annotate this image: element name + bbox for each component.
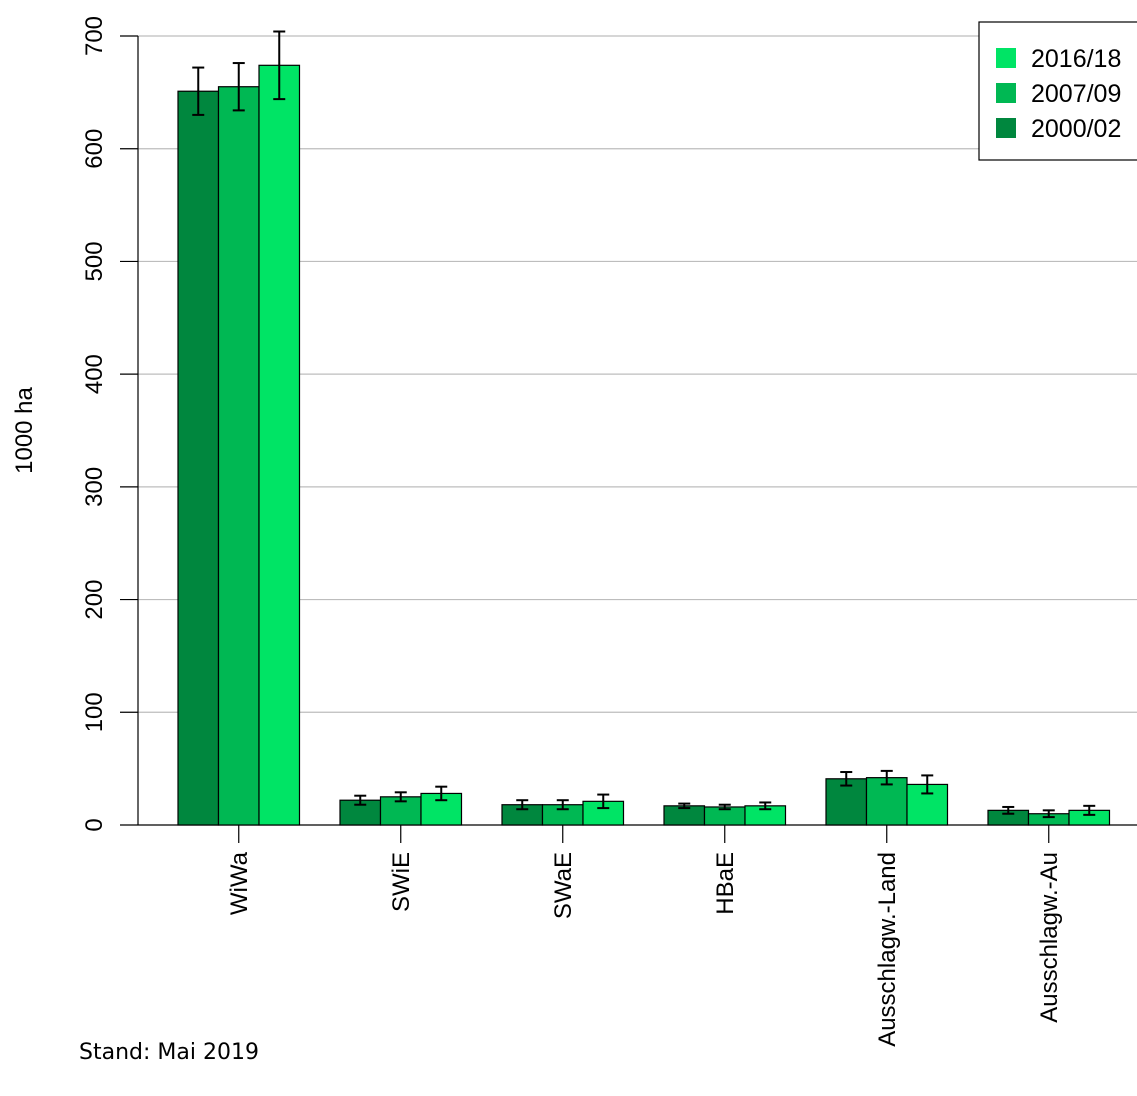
x-tick-label-Ausschlagw.-Land: Ausschlagw.-Land [874, 852, 901, 1047]
x-tick-label-WiWa: WiWa [226, 851, 253, 915]
y-tick-label-500: 500 [81, 241, 108, 281]
y-tick-label-600: 600 [81, 129, 108, 169]
legend-swatch-2016/18 [996, 48, 1016, 68]
y-tick-label-300: 300 [81, 467, 108, 507]
y-tick-label-700: 700 [81, 16, 108, 56]
bar-2016/18-WiWa [258, 64, 301, 826]
y-axis-title: 1000 ha [11, 386, 38, 473]
x-tick-label-SWiE: SWiE [388, 852, 415, 912]
y-tick-label-0: 0 [81, 818, 108, 831]
y-tick-label-100: 100 [81, 692, 108, 732]
legend-label-2007/09: 2007/09 [1031, 80, 1121, 108]
x-tick-label-SWaE: SWaE [550, 852, 577, 919]
bar-2007/09-Ausschlagw.-Land [865, 777, 908, 826]
y-tick-label-200: 200 [81, 580, 108, 620]
x-tick-label-HBaE: HBaE [712, 852, 739, 915]
footnote-stand: Stand: Mai 2019 [79, 1040, 259, 1065]
legend-label-2000/02: 2000/02 [1031, 115, 1121, 143]
y-tick-label-400: 400 [81, 354, 108, 394]
x-tick-label-Ausschlagw.-Au: Ausschlagw.-Au [1036, 852, 1063, 1023]
legend-swatch-2000/02 [996, 118, 1016, 138]
legend-swatch-2007/09 [996, 83, 1016, 103]
bar-2007/09-WiWa [217, 86, 260, 826]
bar-2000/02-WiWa [177, 90, 220, 826]
legend-label-2016/18: 2016/18 [1031, 45, 1121, 73]
